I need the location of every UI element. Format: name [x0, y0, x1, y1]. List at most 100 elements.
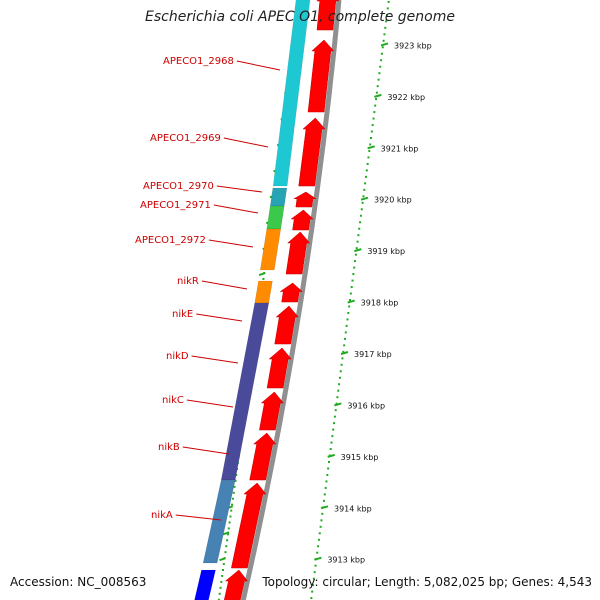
ruler-major-tick: [367, 145, 375, 150]
inner-tick: [222, 531, 230, 536]
gene-arrow[interactable]: [298, 117, 326, 187]
ruler-dot: [317, 545, 320, 548]
ruler-dot: [319, 525, 322, 528]
ruler-label: 3923 kbp: [394, 41, 432, 50]
inner-dot: [231, 503, 234, 506]
gene-label-leader: [196, 313, 243, 322]
ruler-dot: [325, 480, 328, 483]
ruler-dot: [367, 156, 370, 159]
ruler-dot: [333, 422, 336, 425]
cog-block: [269, 187, 288, 207]
backbone-line: [240, 0, 342, 600]
inner-dot: [230, 509, 233, 512]
ruler-dot: [361, 201, 364, 204]
ruler-dot: [334, 409, 337, 412]
ruler-label: 3921 kbp: [381, 144, 419, 153]
ruler-major-tick: [340, 351, 349, 355]
accession-text: Accession: NC_008563: [10, 575, 147, 589]
ruler-dot: [380, 52, 383, 55]
inner-dot: [225, 545, 228, 548]
gene-label[interactable]: nikD: [166, 351, 189, 362]
inner-dot: [231, 497, 234, 500]
gene-label[interactable]: nikB: [158, 442, 180, 453]
ruler-dot: [323, 493, 326, 496]
ruler-label: 3913 kbp: [327, 556, 365, 565]
ruler-dot: [387, 0, 390, 3]
ruler-dot: [354, 253, 357, 256]
gene-label[interactable]: APECO1_2969: [150, 133, 221, 144]
gene-arrow[interactable]: [222, 569, 249, 600]
gene-label[interactable]: nikE: [172, 309, 193, 320]
ruler-dot: [324, 486, 327, 489]
gene-arrow[interactable]: [266, 347, 292, 389]
ruler-dot: [335, 402, 338, 405]
ruler-major-tick: [380, 42, 389, 47]
ruler-dot: [336, 396, 339, 399]
gene-label[interactable]: APECO1_2971: [140, 200, 211, 211]
ruler-dot: [321, 512, 324, 515]
gene-arrow[interactable]: [293, 191, 317, 208]
ruler-dot: [385, 13, 388, 16]
ruler-dot: [358, 227, 361, 230]
gene-label-leader: [223, 137, 269, 148]
ruler-label: 3916 kbp: [347, 401, 385, 410]
ruler-label: 3918 kbp: [361, 299, 399, 308]
ruler-dot: [343, 337, 346, 340]
ruler-major-tick: [320, 505, 329, 510]
ruler-dot: [352, 273, 355, 276]
ruler-dot: [368, 149, 371, 152]
ruler-major-tick: [334, 402, 342, 407]
ruler-dot: [375, 91, 378, 94]
inner-dot: [228, 521, 231, 524]
inner-dot: [233, 485, 236, 488]
ruler-label: 3915 kbp: [341, 453, 379, 462]
inner-dot: [227, 527, 230, 530]
gene-label[interactable]: APECO1_2970: [143, 181, 214, 192]
ruler-dot: [364, 175, 367, 178]
ruler-dot: [363, 188, 366, 191]
ruler-dot: [317, 538, 320, 541]
ruler-dot: [340, 363, 343, 366]
inner-dot: [226, 539, 229, 542]
gene-arrow-track: [222, 0, 340, 600]
ruler-dot: [333, 415, 336, 418]
ruler-dot: [384, 26, 387, 29]
ruler-dot: [339, 370, 342, 373]
gene-arrow[interactable]: [274, 305, 299, 345]
ruler-dot: [362, 195, 365, 198]
gene-label-leader: [175, 514, 222, 521]
gene-arrow[interactable]: [249, 432, 277, 481]
gene-label[interactable]: nikR: [177, 276, 199, 287]
topology-summary: Topology: circular; Length: 5,082,025 bp…: [262, 575, 592, 589]
ruler-labels: 3923 kbp 3922 kbp 3921 kbp 3920 kbp 3919 kbp…: [327, 41, 431, 564]
genome-title: Escherichia coli APEC O1, complete genom…: [145, 9, 455, 25]
gene-arrow[interactable]: [285, 231, 311, 275]
ruler-dot: [357, 234, 360, 237]
ruler-dot: [327, 467, 330, 470]
ruler-dot: [360, 208, 363, 211]
ruler-dot: [382, 39, 385, 42]
inner-dot: [226, 533, 229, 536]
gene-arrow[interactable]: [259, 391, 284, 431]
ruler-dot: [347, 311, 350, 314]
gene-label-leader: [208, 239, 254, 248]
gene-arrow[interactable]: [231, 482, 267, 569]
cog-color-track: [194, 0, 311, 600]
gene-label[interactable]: nikC: [162, 395, 184, 406]
cog-block: [194, 569, 216, 600]
inner-tick: [258, 272, 266, 277]
gene-arrow[interactable]: [307, 39, 335, 113]
ruler-label: 3917 kbp: [354, 350, 392, 359]
gene-label-leader: [191, 355, 239, 364]
gene-label[interactable]: APECO1_2968: [163, 56, 234, 67]
gene-arrow[interactable]: [279, 282, 303, 303]
gene-label[interactable]: APECO1_2972: [135, 235, 206, 246]
gene-label[interactable]: nikA: [151, 510, 173, 521]
ruler-dot: [373, 111, 376, 114]
ruler-dot: [354, 260, 357, 263]
gene-arrow[interactable]: [290, 209, 314, 231]
gene-arrow[interactable]: [316, 0, 340, 31]
ruler-dot: [377, 78, 380, 81]
ruler-dot: [346, 318, 349, 321]
